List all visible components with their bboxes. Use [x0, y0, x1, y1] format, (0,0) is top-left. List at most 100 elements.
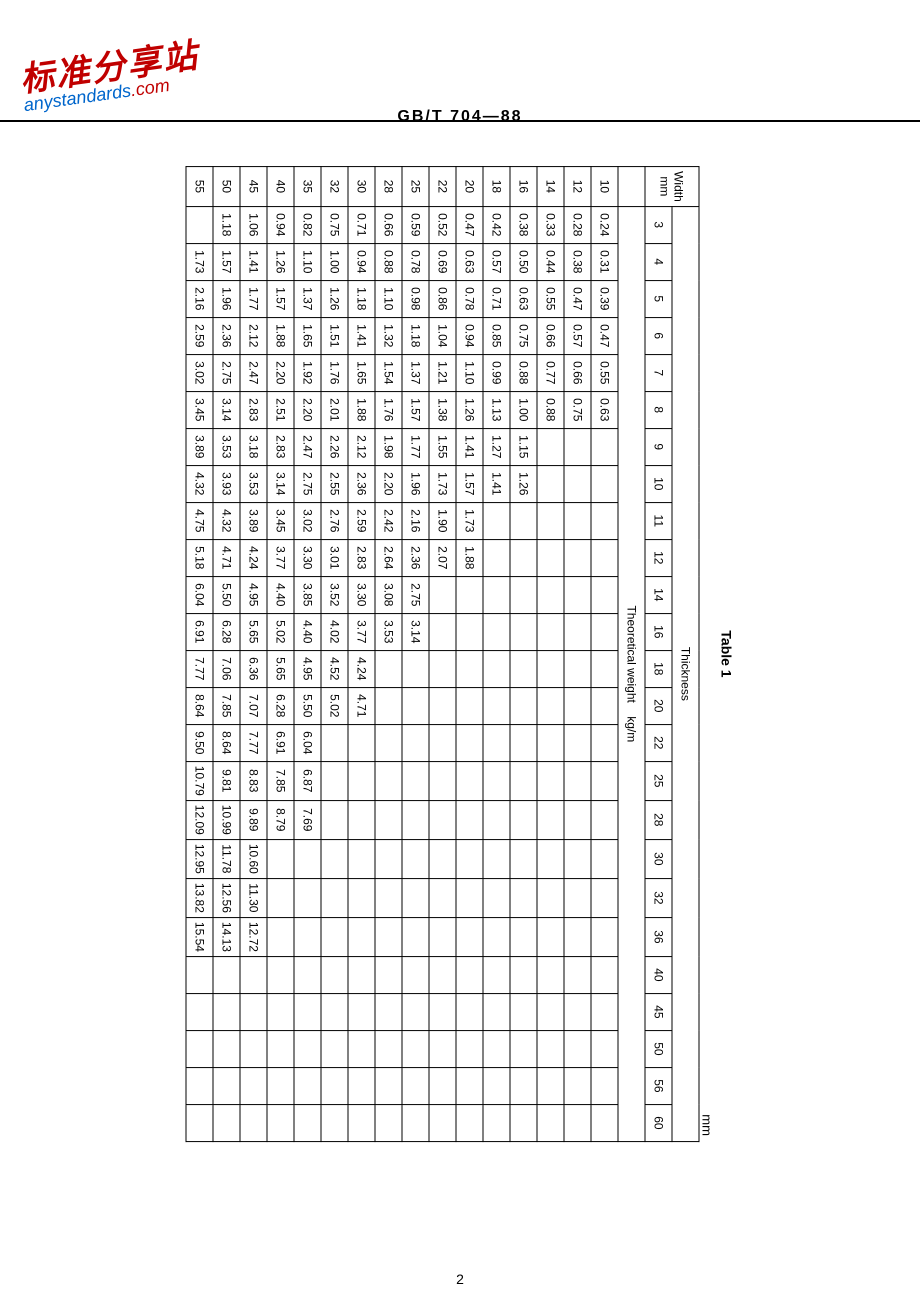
value-cell: 0.57 [564, 317, 591, 354]
value-cell [456, 1104, 483, 1141]
value-cell: 1.18 [213, 206, 240, 243]
value-cell: 2.76 [321, 502, 348, 539]
value-cell [564, 917, 591, 956]
value-cell [483, 687, 510, 724]
value-cell [375, 993, 402, 1030]
value-cell: 0.63 [591, 391, 618, 428]
table-container: Table 1 mm Width mm Thickness 3456789101… [186, 166, 735, 1142]
value-cell [510, 1030, 537, 1067]
value-cell: 0.47 [591, 317, 618, 354]
value-cell [348, 800, 375, 839]
value-cell: 1.65 [294, 317, 321, 354]
value-cell [402, 1104, 429, 1141]
value-cell [402, 993, 429, 1030]
value-cell [240, 1104, 267, 1141]
value-cell: 0.85 [483, 317, 510, 354]
value-cell: 1.00 [321, 243, 348, 280]
tw-header-unit: kg/m [625, 716, 639, 742]
value-cell [429, 687, 456, 724]
value-cell [240, 993, 267, 1030]
value-cell [483, 724, 510, 761]
value-cell: 2.07 [429, 539, 456, 576]
value-cell [375, 956, 402, 993]
value-cell [591, 650, 618, 687]
value-cell: 1.57 [402, 391, 429, 428]
value-cell [537, 800, 564, 839]
value-cell [429, 917, 456, 956]
watermark-en-suffix: .com [129, 75, 170, 100]
value-cell: 0.39 [591, 280, 618, 317]
value-cell: 1.10 [456, 354, 483, 391]
value-cell: 2.55 [321, 465, 348, 502]
table-caption: Table 1 [719, 166, 735, 1142]
thickness-col-50: 50 [645, 1030, 672, 1067]
value-cell [402, 650, 429, 687]
value-cell: 1.41 [456, 428, 483, 465]
value-cell: 1.90 [429, 502, 456, 539]
value-cell [483, 839, 510, 878]
value-cell [510, 761, 537, 800]
value-cell [510, 650, 537, 687]
value-cell [267, 993, 294, 1030]
value-cell: 10.79 [186, 761, 213, 800]
value-cell: 1.06 [240, 206, 267, 243]
value-cell: 0.57 [483, 243, 510, 280]
value-cell: 0.78 [456, 280, 483, 317]
value-cell [186, 993, 213, 1030]
value-cell: 5.18 [186, 539, 213, 576]
width-header-label: Width [672, 171, 686, 202]
value-cell [456, 761, 483, 800]
thickness-col-3: 3 [645, 206, 672, 243]
value-cell: 8.64 [213, 724, 240, 761]
value-cell: 12.95 [186, 839, 213, 878]
value-cell: 1.57 [456, 465, 483, 502]
value-cell [591, 1067, 618, 1104]
value-cell: 1.73 [456, 502, 483, 539]
value-cell: 11.30 [240, 878, 267, 917]
value-cell [510, 1104, 537, 1141]
value-cell [564, 650, 591, 687]
value-cell: 1.98 [375, 428, 402, 465]
value-cell: 1.10 [294, 243, 321, 280]
value-cell [564, 502, 591, 539]
value-cell: 0.42 [483, 206, 510, 243]
value-cell: 0.24 [591, 206, 618, 243]
value-cell [294, 956, 321, 993]
value-cell [564, 1030, 591, 1067]
value-cell [483, 800, 510, 839]
value-cell: 1.26 [267, 243, 294, 280]
thickness-col-40: 40 [645, 956, 672, 993]
thickness-cols-row: 3456789101112141618202225283032364045505… [645, 166, 672, 1141]
thickness-col-45: 45 [645, 993, 672, 1030]
value-cell: 1.96 [402, 465, 429, 502]
value-cell [321, 993, 348, 1030]
value-cell [267, 1067, 294, 1104]
value-cell [564, 687, 591, 724]
value-cell [456, 800, 483, 839]
table-row: 100.240.310.390.470.550.63 [591, 166, 618, 1141]
value-cell: 1.37 [402, 354, 429, 391]
value-cell: 1.27 [483, 428, 510, 465]
value-cell: 7.06 [213, 650, 240, 687]
thickness-col-4: 4 [645, 243, 672, 280]
value-cell: 2.16 [402, 502, 429, 539]
value-cell [483, 1104, 510, 1141]
value-cell [348, 917, 375, 956]
thickness-col-9: 9 [645, 428, 672, 465]
value-cell: 7.77 [186, 650, 213, 687]
table-row: 120.280.380.470.570.660.75 [564, 166, 591, 1141]
value-cell: 1.26 [456, 391, 483, 428]
value-cell: 1.73 [186, 243, 213, 280]
value-cell: 1.10 [375, 280, 402, 317]
width-cell: 35 [294, 166, 321, 206]
tw-blank [618, 166, 645, 206]
value-cell: 7.69 [294, 800, 321, 839]
unit-mm-label: mm [700, 166, 715, 1142]
watermark: 标准分享站 anystandards.com [16, 28, 203, 116]
value-cell [267, 1030, 294, 1067]
value-cell [591, 800, 618, 839]
value-cell: 2.01 [321, 391, 348, 428]
value-cell: 0.94 [456, 317, 483, 354]
value-cell [402, 1067, 429, 1104]
value-cell: 0.99 [483, 354, 510, 391]
